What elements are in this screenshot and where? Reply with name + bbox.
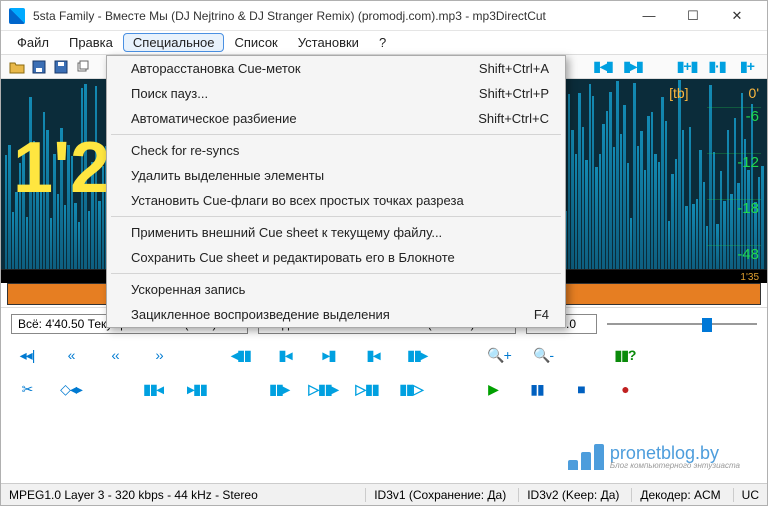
status-id3v2: ID3v2 (Keep: Да) [518, 488, 619, 502]
tb-marker3-icon[interactable]: ▮+▮ [675, 58, 699, 76]
status-id3v1: ID3v1 (Сохранение: Да) [365, 488, 506, 502]
open-icon[interactable] [9, 60, 25, 74]
statusbar: MPEG1.0 Layer 3 - 320 kbps - 44 kHz - St… [1, 483, 767, 505]
tb-marker1-icon[interactable]: ▮◂▮ [591, 58, 615, 76]
status-uc: UC [733, 488, 759, 502]
close-button[interactable]: ✕ [715, 2, 759, 30]
status-format: MPEG1.0 Layer 3 - 320 kbps - 44 kHz - St… [9, 488, 353, 502]
tb-marker5-icon[interactable]: ▮+ [735, 58, 759, 76]
db-m48: -48 [707, 245, 761, 263]
db-m12: -12 [707, 153, 761, 171]
top-time-left: [tb] [669, 85, 688, 101]
menu-item[interactable]: Ускоренная запись [107, 277, 565, 302]
minimize-button[interactable]: — [627, 2, 671, 30]
db-scale: -6 -12 -18 -48 [707, 107, 761, 263]
app-icon [9, 8, 25, 24]
play-sel-a-button[interactable]: ▮▮▸ [267, 380, 291, 398]
menu-separator [111, 134, 561, 135]
save-icon[interactable] [31, 60, 47, 74]
menu-?[interactable]: ? [369, 33, 396, 52]
nav-first-button[interactable]: ◂◂| [15, 346, 39, 364]
tb-marker2-icon[interactable]: ▮▸▮ [621, 58, 645, 76]
set-end-button[interactable]: ▸▮▮ [185, 380, 209, 398]
menu-item[interactable]: Удалить выделенные элементы [107, 163, 565, 188]
record-button[interactable]: ● [613, 380, 637, 398]
transport-row-1: ◂◂| « ‹‹ ›› ◂▮▮ ▮◂ ▸▮ ▮◂ ▮▮▸ 🔍+ 🔍- ▮▮? [1, 338, 767, 372]
stack-icon[interactable] [75, 60, 91, 74]
top-times: [tb] 0' [669, 85, 759, 101]
cut-button[interactable]: ✂ [15, 380, 39, 398]
menu-separator [111, 216, 561, 217]
tb-marker4-icon[interactable]: ▮·▮ [705, 58, 729, 76]
transport-row-2: ✂ ◇◂▸ ▮▮◂ ▸▮▮ ▮▮▸ ▷▮▮▸ ▷▮▮ ▮▮▷ ▶ ▮▮ ■ ● [1, 372, 767, 406]
play-sel-c-button[interactable]: ▷▮▮ [355, 380, 379, 398]
mark-a-button[interactable]: ▮◂ [273, 346, 297, 364]
play-button[interactable]: ▶ [481, 380, 505, 398]
mark-b-button[interactable]: ▸▮ [317, 346, 341, 364]
menu-список[interactable]: Список [224, 33, 287, 52]
menu-правка[interactable]: Правка [59, 33, 123, 52]
zoom-in-button[interactable]: 🔍+ [487, 346, 511, 364]
window-title: 5sta Family - Вместе Мы (DJ Nejtrino & D… [33, 9, 627, 23]
menu-item[interactable]: Зацикленное воспроизведение выделенияF4 [107, 302, 565, 327]
set-begin-button[interactable]: ▮▮◂ [141, 380, 165, 398]
db-m6: -6 [707, 107, 761, 125]
trim-button[interactable]: ◇◂▸ [59, 380, 83, 398]
menu-separator [111, 273, 561, 274]
play-sel-d-button[interactable]: ▮▮▷ [399, 380, 423, 398]
menu-item[interactable]: Поиск пауз...Shift+Ctrl+P [107, 81, 565, 106]
help-marker-button[interactable]: ▮▮? [613, 346, 637, 364]
menu-item[interactable]: Авторасстановка Cue-метокShift+Ctrl+A [107, 56, 565, 81]
ruler-tick: 1'35 [740, 272, 759, 283]
nav-rewind-button[interactable]: « [59, 346, 83, 364]
play-sel-b-button[interactable]: ▷▮▮▸ [311, 380, 335, 398]
top-time-right: 0' [749, 85, 759, 101]
volume-slider[interactable] [607, 316, 757, 332]
titlebar: 5sta Family - Вместе Мы (DJ Nejtrino & D… [1, 1, 767, 31]
status-decoder: Декодер: ACM [631, 488, 720, 502]
stop-button[interactable]: ■ [569, 380, 593, 398]
pause-button[interactable]: ▮▮ [525, 380, 549, 398]
menubar: ФайлПравкаСпециальноеСписокУстановки? [1, 31, 767, 55]
menu-специальное[interactable]: Специальное [123, 33, 225, 52]
special-menu-dropdown: Авторасстановка Cue-метокShift+Ctrl+AПои… [106, 55, 566, 328]
menu-установки[interactable]: Установки [288, 33, 369, 52]
menu-item[interactable]: Применить внешний Cue sheet к текущему ф… [107, 220, 565, 245]
mark-next-button[interactable]: ▮▮▸ [405, 346, 429, 364]
slider-thumb[interactable] [702, 318, 712, 332]
save2-icon[interactable] [53, 60, 69, 74]
db-m18: -18 [707, 199, 761, 217]
nav-back-button[interactable]: ‹‹ [103, 346, 127, 364]
slider-track [607, 323, 757, 325]
menu-item[interactable]: Установить Cue-флаги во всех простых точ… [107, 188, 565, 213]
maximize-button[interactable]: ☐ [671, 2, 715, 30]
play-time: 1'2 [13, 127, 110, 209]
nav-fwd-button[interactable]: ›› [147, 346, 171, 364]
menu-item[interactable]: Автоматическое разбиениеShift+Ctrl+C [107, 106, 565, 131]
menu-файл[interactable]: Файл [7, 33, 59, 52]
mark-prev-button[interactable]: ◂▮▮ [229, 346, 253, 364]
menu-item[interactable]: Сохранить Cue sheet и редактировать его … [107, 245, 565, 270]
zoom-out-button[interactable]: 🔍- [531, 346, 555, 364]
mark-c-button[interactable]: ▮◂ [361, 346, 385, 364]
menu-item[interactable]: Check for re-syncs [107, 138, 565, 163]
